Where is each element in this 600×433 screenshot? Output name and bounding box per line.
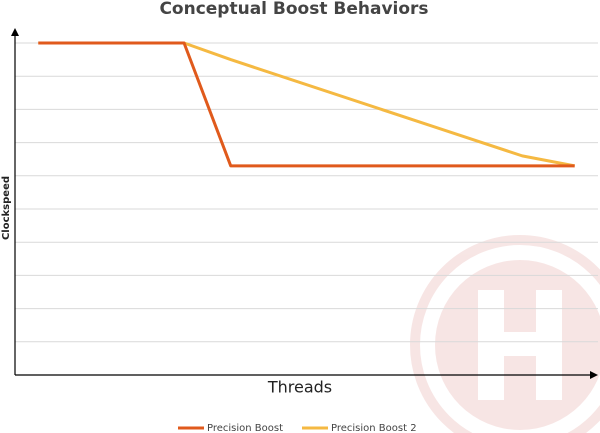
legend-item: Precision Boost 2 (302, 423, 417, 433)
series-line (38, 41, 575, 168)
legend-item: Precision Boost (178, 423, 283, 433)
x-axis-arrow (590, 371, 598, 379)
y-axis-arrow (11, 28, 19, 36)
series-line (38, 41, 575, 168)
y-axis-label: Clockspeed (1, 176, 12, 240)
watermark (410, 235, 600, 433)
chart-title: Conceptual Boost Behaviors (159, 0, 428, 19)
x-axis-label: Threads (267, 378, 332, 397)
legend-label: Precision Boost (207, 423, 283, 433)
legend-label: Precision Boost 2 (331, 423, 417, 433)
